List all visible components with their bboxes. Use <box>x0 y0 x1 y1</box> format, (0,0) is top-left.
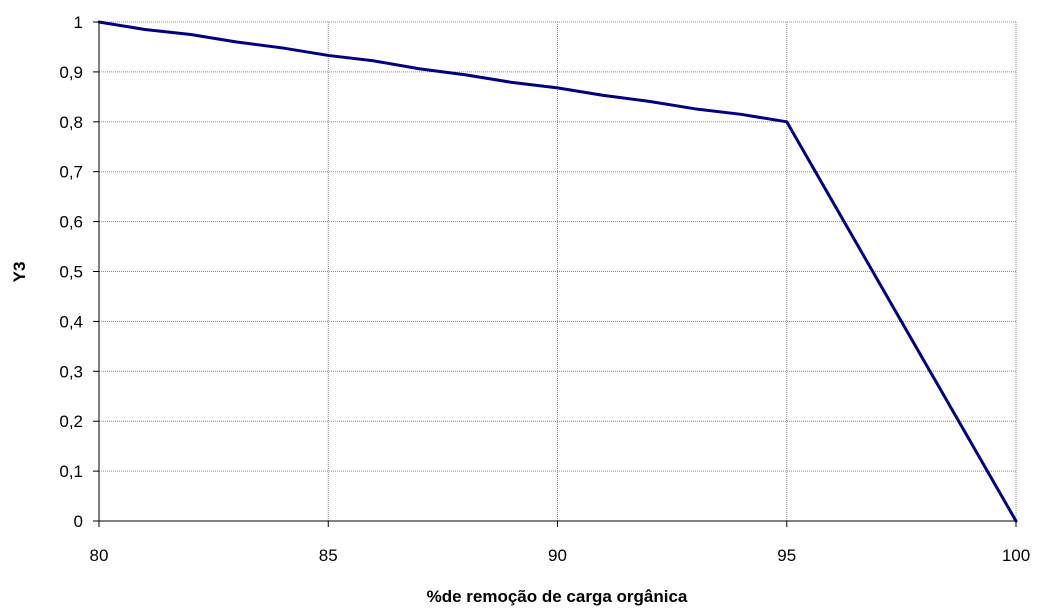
x-tick-label: 90 <box>548 546 567 565</box>
y-tick-label: 0,8 <box>59 113 83 132</box>
y-tick-label: 0,7 <box>59 163 83 182</box>
y-tick-label: 0,1 <box>59 462 83 481</box>
y-tick-label: 0,4 <box>59 312 83 331</box>
y-tick-label: 1 <box>74 13 83 32</box>
y-tick-label: 0,2 <box>59 412 83 431</box>
x-tick-label: 85 <box>319 546 338 565</box>
series-layer <box>97 20 1018 523</box>
tick-labels: 0 0,1 0,2 0,3 0,4 0,5 0,6 0,7 0,8 0,9 1 80 85 90 95 100 <box>59 13 1030 565</box>
y-tick-label: 0 <box>74 512 83 531</box>
series-line <box>97 20 1018 523</box>
y-tick-label: 0,9 <box>59 63 83 82</box>
x-tick-label: 100 <box>1002 546 1030 565</box>
y-axis-title: Y3 <box>10 262 29 283</box>
y-tick-label: 0,5 <box>59 263 83 282</box>
x-tick-label: 95 <box>777 546 796 565</box>
y-tick-label: 0,3 <box>59 362 83 381</box>
x-axis-title: %de remoção de carga orgânica <box>427 587 688 606</box>
grid <box>99 21 1017 521</box>
axes <box>93 21 1017 527</box>
x-tick-label: 80 <box>90 546 109 565</box>
y-tick-label: 0,6 <box>59 213 83 232</box>
